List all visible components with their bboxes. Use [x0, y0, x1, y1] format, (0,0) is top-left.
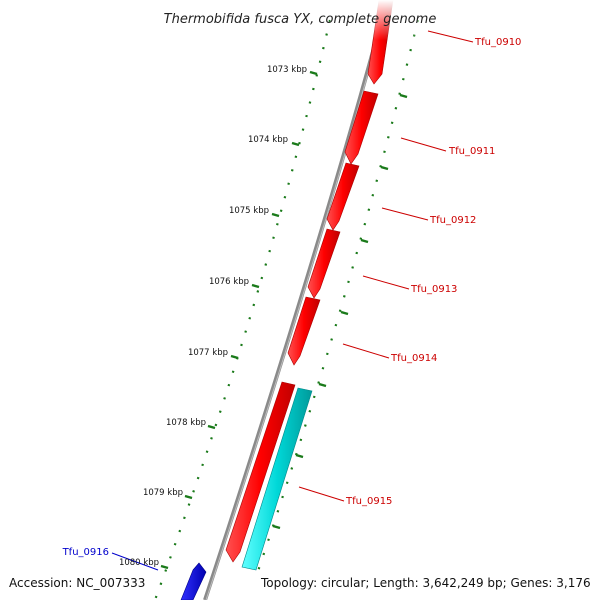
- label-leader-tfu-0916: [111, 552, 159, 571]
- gene-arrow-tfu-0913[interactable]: [307, 228, 341, 299]
- inner-scale-track: [153, 19, 332, 600]
- gene-label-tfu-0916[interactable]: Tfu_0916: [62, 547, 109, 558]
- gene-arrow-tfu-0916[interactable]: [180, 562, 207, 600]
- gene-arrow-tfu-0914[interactable]: [287, 296, 321, 366]
- tick-label: 1078 kbp: [166, 418, 206, 428]
- topology-text: Topology: circular; Length: 3,642,249 bp…: [260, 576, 591, 590]
- page-title: Thermobifida fusca YX, complete genome: [164, 12, 437, 27]
- rna-feature-arrow[interactable]: [241, 387, 313, 571]
- footer-bg-right: [258, 573, 594, 591]
- footer-bg-left: [6, 573, 148, 591]
- gene-label-tfu-0913[interactable]: Tfu_0913: [410, 284, 457, 295]
- inner-major-ticks: [160, 70, 318, 570]
- genome-backbone: [203, 0, 389, 600]
- tick-label: 1077 kbp: [188, 348, 228, 358]
- gene-arrow-tfu-0911[interactable]: [344, 90, 379, 165]
- gene-label-tfu-0914[interactable]: Tfu_0914: [390, 353, 437, 364]
- gene-label-tfu-0910[interactable]: Tfu_0910: [474, 37, 521, 48]
- outer-major-ticks: [272, 93, 408, 530]
- tick-label: 1079 kbp: [143, 488, 183, 498]
- label-leaders: [298, 30, 474, 502]
- tick-label: 1074 kbp: [248, 135, 288, 145]
- top-fade: [330, 0, 430, 40]
- tick-label: 1075 kbp: [229, 206, 269, 216]
- accession-text: Accession: NC_007333: [9, 576, 145, 590]
- gene-label-tfu-0912[interactable]: Tfu_0912: [429, 215, 476, 226]
- gene-label-tfu-0915[interactable]: Tfu_0915: [345, 496, 392, 507]
- tick-label: 1080 kbp: [119, 558, 159, 568]
- gene-labels: Tfu_0910 Tfu_0911 Tfu_0912 Tfu_0913 Tfu_…: [62, 37, 522, 558]
- gene-label-tfu-0911[interactable]: Tfu_0911: [448, 146, 495, 157]
- gene-arrow-tfu-0912[interactable]: [326, 162, 360, 231]
- tick-label: 1076 kbp: [209, 277, 249, 287]
- scale-tick-labels: 1073 kbp 1074 kbp 1075 kbp 1076 kbp 1077…: [119, 65, 307, 568]
- gene-arrow-tfu-0915[interactable]: [225, 381, 296, 563]
- forward-cds-track: [225, 0, 394, 563]
- tick-label: 1073 kbp: [267, 65, 307, 75]
